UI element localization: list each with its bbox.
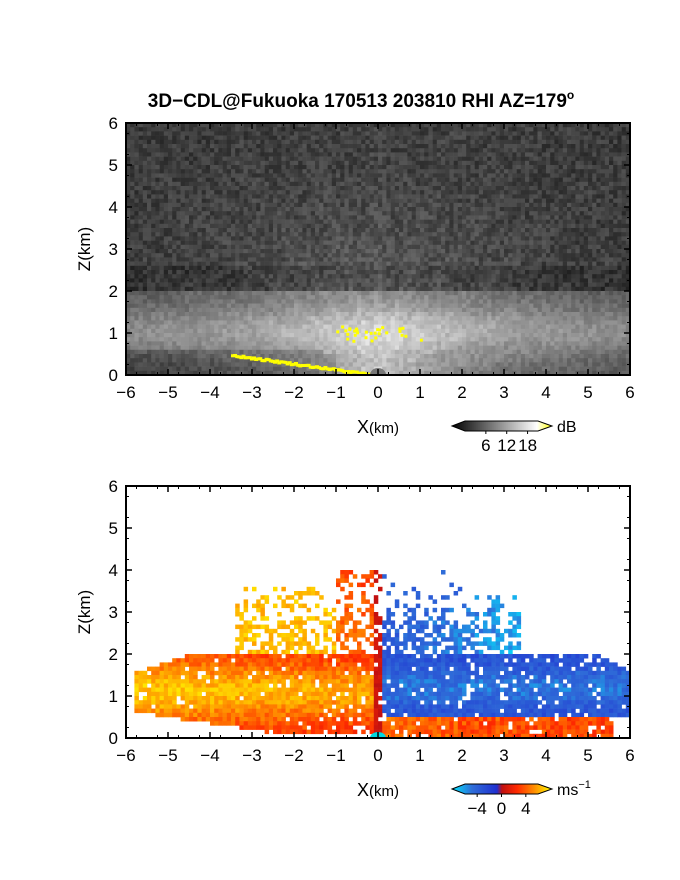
backscatter-y-tick-label: 6	[109, 114, 118, 133]
backscatter-x-tick-label: 6	[625, 383, 634, 402]
velocity-panel: −6 −5 −4 −3 −2 −1 0 1 2 3 4 5 6 0 1 2 3 4 5 6 Z(km) X(km) m…	[75, 477, 635, 818]
backscatter-y-tick-label: 2	[109, 282, 118, 301]
velocity-image	[134, 570, 630, 738]
backscatter-y-tick-label: 3	[109, 240, 118, 259]
velocity-x-tick-label: −6	[116, 746, 135, 765]
backscatter-y-axis-label: Z(km)	[75, 227, 94, 271]
backscatter-x-tick-label: 5	[583, 383, 592, 402]
backscatter-colorbar: dB 6 12 18	[450, 419, 577, 455]
backscatter-y-tick-label: 5	[109, 156, 118, 175]
backscatter-x-tick-label: 3	[499, 383, 508, 402]
backscatter-colorbar-unit: dB	[557, 419, 577, 436]
velocity-x-tick-label: −1	[326, 746, 345, 765]
backscatter-colorbar-tick-label: 12	[497, 436, 516, 455]
velocity-x-tick-label: 2	[457, 746, 466, 765]
backscatter-x-tick-label: −5	[158, 383, 177, 402]
velocity-y-tick-label: 3	[109, 603, 118, 622]
velocity-x-tick-label: −3	[242, 746, 261, 765]
velocity-colorbar-tick-label: 0	[497, 799, 506, 818]
velocity-colorbar-tick-label: −4	[467, 799, 486, 818]
backscatter-x-tick-label: 1	[415, 383, 424, 402]
backscatter-x-tick-label: −2	[284, 383, 303, 402]
velocity-x-tick-label: −2	[284, 746, 303, 765]
backscatter-x-tick-label: −3	[242, 383, 261, 402]
backscatter-x-tick-label: −1	[326, 383, 345, 402]
backscatter-ticks: −6 −5 −4 −3 −2 −1 0 1 2 3 4 5 6 0 1 2 3 4 5 6	[109, 114, 635, 402]
velocity-x-tick-label: 6	[625, 746, 634, 765]
velocity-colorbar: ms−1 −4 0 4	[450, 779, 591, 818]
backscatter-y-tick-label: 0	[109, 366, 118, 385]
backscatter-x-tick-label: −4	[200, 383, 219, 402]
velocity-y-tick-label: 6	[109, 477, 118, 496]
velocity-x-tick-label: 5	[583, 746, 592, 765]
backscatter-x-axis-label: X(km)	[357, 417, 399, 437]
velocity-y-tick-label: 1	[109, 687, 118, 706]
velocity-y-tick-label: 2	[109, 645, 118, 664]
velocity-x-tick-label: −5	[158, 746, 177, 765]
velocity-x-tick-label: 4	[541, 746, 550, 765]
backscatter-x-tick-label: 0	[373, 383, 382, 402]
backscatter-x-tick-label: 2	[457, 383, 466, 402]
backscatter-colorbar-tick-label: 6	[481, 436, 490, 455]
backscatter-image	[126, 123, 630, 375]
velocity-x-tick-label: 0	[373, 746, 382, 765]
velocity-y-tick-label: 5	[109, 519, 118, 538]
backscatter-x-tick-label: 4	[541, 383, 550, 402]
velocity-y-axis-label: Z(km)	[75, 590, 94, 634]
velocity-y-tick-label: 0	[109, 729, 118, 748]
backscatter-x-tick-label: −6	[116, 383, 135, 402]
velocity-y-tick-label: 4	[109, 561, 118, 580]
velocity-x-tick-label: −4	[200, 746, 219, 765]
velocity-x-tick-label: 1	[415, 746, 424, 765]
figure-title: 3D−CDL@Fukuoka 170513 203810 RHI AZ=179o	[148, 88, 575, 112]
backscatter-y-tick-label: 4	[109, 198, 118, 217]
velocity-ticks: −6 −5 −4 −3 −2 −1 0 1 2 3 4 5 6 0 1 2 3 4 5 6	[109, 477, 635, 765]
backscatter-colorbar-tick-label: 18	[518, 436, 537, 455]
velocity-colorbar-unit: ms−1	[557, 779, 591, 799]
velocity-x-axis-label: X(km)	[357, 780, 399, 800]
velocity-colorbar-tick-label: 4	[521, 799, 530, 818]
velocity-x-tick-label: 3	[499, 746, 508, 765]
backscatter-y-tick-label: 1	[109, 324, 118, 343]
